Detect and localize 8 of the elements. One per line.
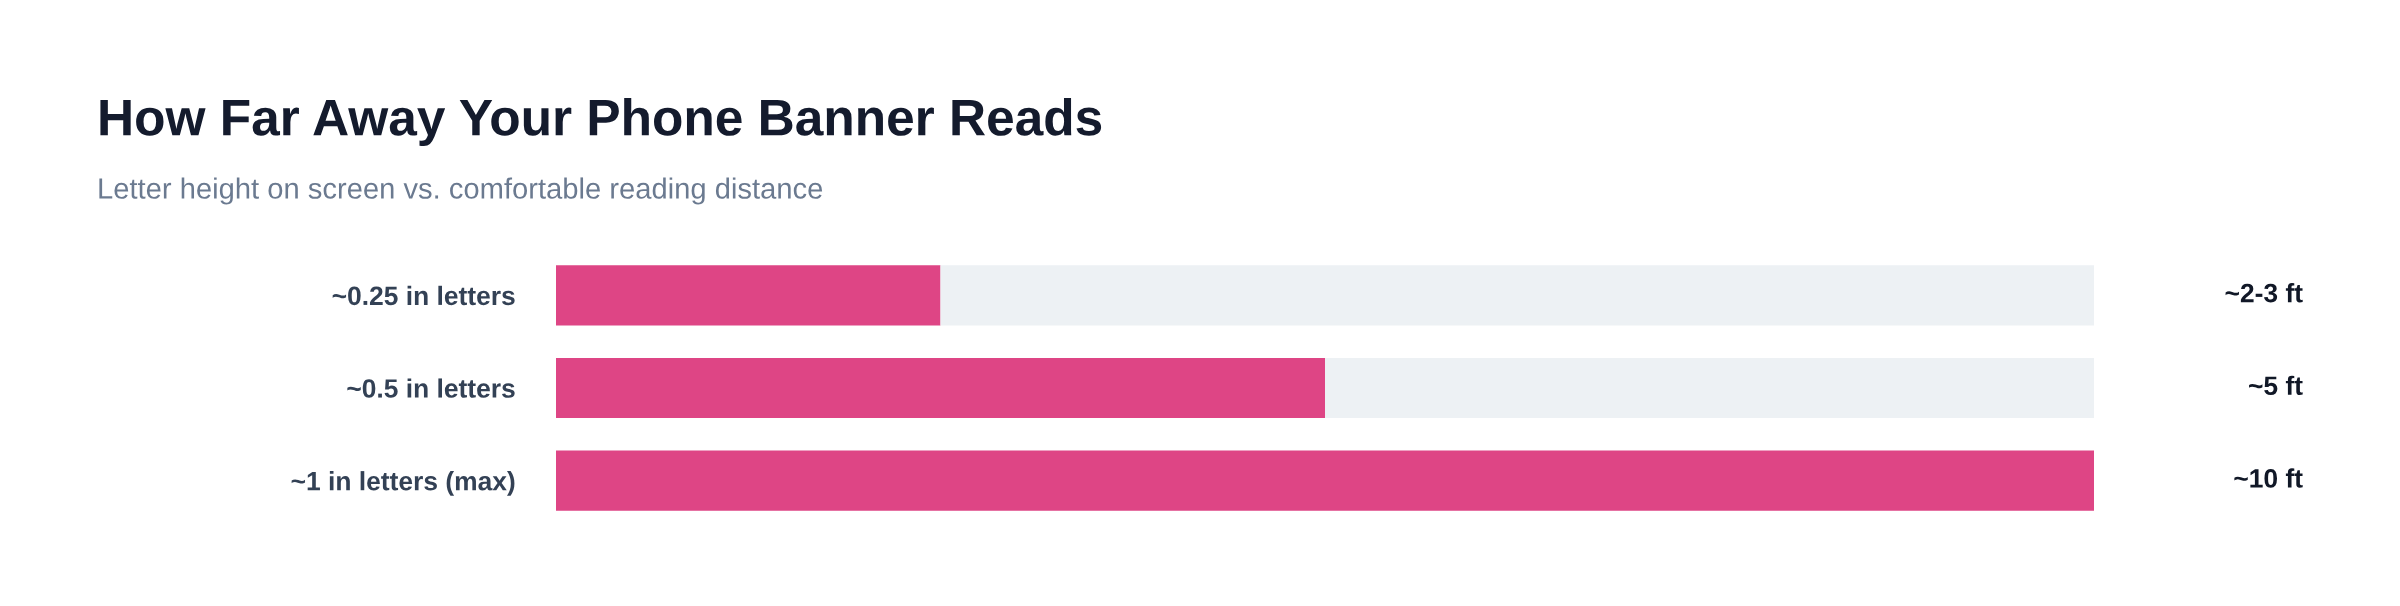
data-label: ~5 ft [2249, 375, 2303, 396]
chart-title: How Far Away Your Phone Banner Reads [100, 98, 1102, 146]
data-label: ~2-3 ft [2225, 283, 2303, 303]
y-tick-label: ~0.5 in letters [347, 378, 515, 398]
y-tick-label: ~1 in letters (max) [291, 471, 515, 496]
y-tick-label: ~0.25 in letters [332, 285, 515, 306]
data-label: ~10 ft [2234, 468, 2303, 488]
chart-subtitle: Letter height on screen vs. comfortable reading distance [99, 177, 823, 205]
